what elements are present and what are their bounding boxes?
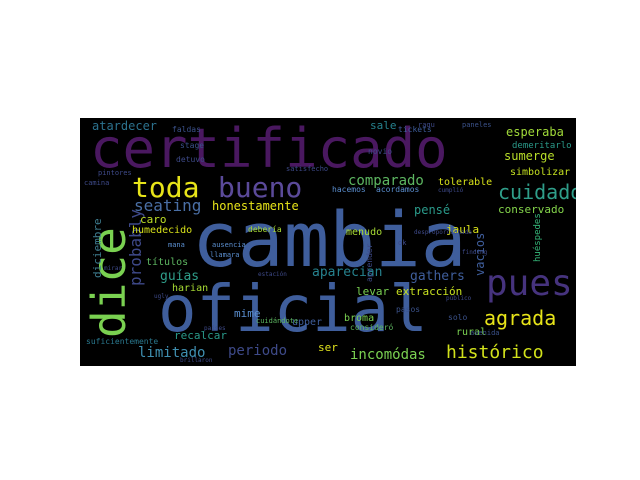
word-aparecian: aparecian bbox=[312, 265, 383, 280]
word-faldas: faldas bbox=[172, 125, 201, 134]
word-estacion: estación bbox=[258, 271, 287, 278]
word-broma: broma bbox=[344, 313, 375, 324]
word-menudo: menudo bbox=[346, 227, 383, 238]
word-esperaba: esperaba bbox=[506, 125, 564, 139]
word-caro: caro bbox=[140, 213, 167, 226]
word-detuvo: detuvo bbox=[176, 155, 205, 164]
word-extraccion: extracción bbox=[396, 285, 463, 298]
word-paneles: paneles bbox=[462, 121, 492, 129]
word-finding: finding bbox=[462, 249, 488, 256]
word-cambia: cambia bbox=[192, 195, 467, 284]
word-seating: seating bbox=[134, 196, 202, 215]
word-upper: upper bbox=[292, 317, 323, 328]
word-guias: guías bbox=[160, 269, 200, 284]
word-levar: levar bbox=[356, 285, 390, 298]
word-demeritarlo: demeritarlo bbox=[512, 141, 572, 151]
word-ser: ser bbox=[318, 341, 338, 354]
word-atardecer: atardecer bbox=[92, 119, 158, 133]
word-historico: histórico bbox=[446, 342, 544, 363]
word-gathers: gathers bbox=[410, 269, 465, 284]
word-stage: stage bbox=[180, 141, 205, 150]
word-brillaron: brillaron bbox=[180, 357, 213, 364]
word-acordamos: acordamos bbox=[376, 185, 420, 194]
word-periodo: periodo bbox=[228, 343, 288, 359]
word-diciembre: diciembre bbox=[91, 218, 104, 278]
word-humedecido: humedecido bbox=[132, 225, 193, 236]
word-certificado: certificado bbox=[90, 118, 448, 180]
word-limitado: limitado bbox=[138, 345, 206, 361]
word-llamara: llamara bbox=[210, 251, 240, 259]
word-huespedes: huéspedes bbox=[533, 213, 543, 262]
word-publico: público bbox=[446, 295, 472, 302]
word-suficientemente: suficientemente bbox=[86, 337, 159, 346]
word-mana: mana bbox=[168, 241, 185, 249]
word-mirar: mirar bbox=[104, 265, 123, 272]
word-toda: toda bbox=[132, 171, 200, 204]
word-ok: ok bbox=[398, 239, 407, 247]
word-cuidado: cuidado bbox=[498, 180, 576, 204]
word-solo: solo bbox=[448, 313, 468, 322]
word-tickets: tickets bbox=[398, 125, 432, 134]
word-bueno: bueno bbox=[218, 171, 303, 204]
word-cuidandote: cuidándote bbox=[256, 317, 299, 325]
word-sumerge: sumerge bbox=[504, 149, 555, 163]
word-considero: consideró bbox=[350, 323, 394, 332]
word-pues: pues bbox=[486, 263, 573, 304]
word-cumplio: cumplió bbox=[438, 187, 464, 194]
word-raqu: raqu bbox=[418, 121, 435, 129]
word-mime: mime bbox=[234, 307, 261, 320]
word-tolerable: tolerable bbox=[438, 177, 493, 188]
word-comparado: comparado bbox=[348, 173, 424, 189]
word-jaula: jaula bbox=[446, 223, 480, 236]
word-recalcar: recalcar bbox=[174, 329, 227, 342]
word-ugly: ugly bbox=[154, 293, 169, 300]
word-ausencia: ausencia bbox=[212, 241, 246, 249]
word-pasos: pasos bbox=[396, 305, 421, 314]
word-pintores: pintores bbox=[98, 169, 132, 177]
word-paises: paises bbox=[204, 325, 226, 332]
word-rural: rural bbox=[456, 327, 487, 338]
word-conservado: conservado bbox=[498, 203, 565, 216]
word-agrada: agrada bbox=[484, 306, 557, 330]
word-titulos: títulos bbox=[146, 257, 189, 268]
word-simbolizar: simbolizar bbox=[510, 167, 571, 178]
word-deberia: debería bbox=[248, 225, 282, 234]
word-camina: camina bbox=[84, 179, 110, 187]
word-pense: pensé bbox=[414, 203, 451, 217]
word-cloud: cambia oficial certificado dice pues tod… bbox=[80, 118, 576, 366]
word-oficial: oficial bbox=[158, 273, 428, 347]
word-incomodas: incomódas bbox=[350, 347, 426, 363]
word-novio: novio bbox=[368, 147, 393, 156]
word-satisfecho: satisfecho bbox=[286, 165, 329, 173]
word-honestamente: honestamente bbox=[212, 199, 299, 213]
word-harian: harian bbox=[172, 283, 209, 294]
word-avenida: avenida bbox=[470, 329, 500, 337]
word-aprender: aprender bbox=[365, 243, 374, 282]
word-desproporcionada: desproporcionada bbox=[414, 229, 472, 236]
word-sale: sale bbox=[370, 119, 397, 132]
word-hacemos: hacemos bbox=[332, 185, 366, 194]
